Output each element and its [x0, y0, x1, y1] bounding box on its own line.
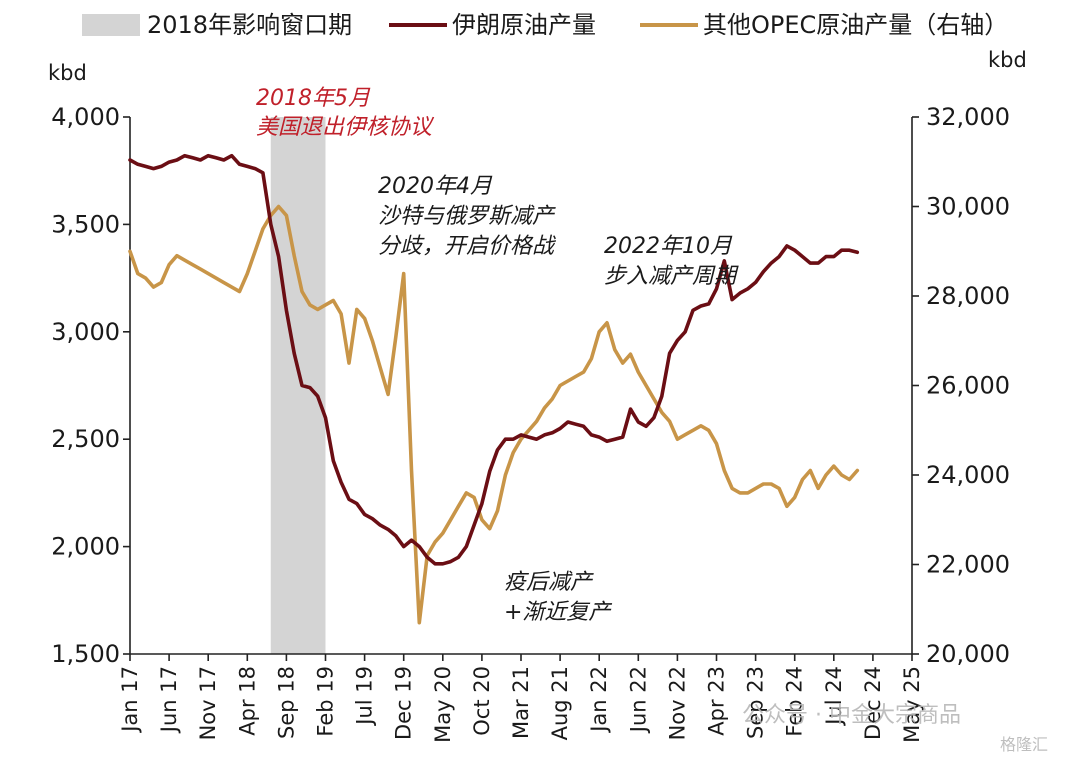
x-tick-label: Jan 22: [587, 666, 611, 734]
right-axis-unit: kbd: [988, 48, 1027, 72]
annotation-pandemic-line1: 疫后减产: [504, 570, 594, 595]
x-tick-label: Mar 21: [509, 666, 533, 739]
x-tick-label: Jan 17: [118, 666, 142, 734]
watermark-text-account: 公众号 · 中金大宗商品: [742, 703, 961, 728]
x-tick-label: May 25: [900, 666, 924, 743]
window-band-layer: [270, 117, 326, 654]
x-tick-label: May 20: [431, 666, 455, 743]
annotation-cut-cycle-line1: 2022年10月: [604, 234, 733, 259]
annotation-price-war-line1: 2020年4月: [378, 174, 493, 199]
x-tick-label: Jun 17: [157, 666, 181, 734]
x-tick-label: Sep 18: [274, 666, 298, 739]
left-tick-label: 3,500: [51, 210, 120, 238]
right-tick-label: 32,000: [926, 103, 1010, 131]
watermark-text-brand: 格隆汇: [1000, 735, 1048, 754]
x-tick-label: Feb 19: [314, 666, 338, 737]
legend-band-label: 2018年影响窗口期: [147, 11, 352, 39]
x-tick-label: Sep 23: [744, 666, 768, 739]
legend: 2018年影响窗口期 伊朗原油产量 其他OPEC原油产量（右轴）: [82, 11, 1008, 39]
x-tick-label: Feb 24: [783, 666, 807, 737]
x-tick-label: Jul 24: [822, 666, 846, 727]
left-tick-label: 2,000: [51, 533, 120, 561]
left-tick-label: 2,500: [51, 425, 120, 453]
x-tick-label: Aug 21: [548, 666, 572, 740]
right-tick-label: 30,000: [926, 193, 1010, 221]
left-tick-label: 1,500: [51, 640, 120, 668]
annotation-pandemic-line2: +渐近复产: [504, 600, 612, 625]
x-tick-label: Dec 19: [392, 666, 416, 740]
window-band: [270, 117, 326, 654]
x-tick-label: Apr 18: [235, 666, 259, 736]
x-tick-label: Jun 22: [626, 666, 650, 734]
series-layer: [128, 153, 860, 625]
x-tick-label: Nov 17: [196, 666, 220, 740]
watermark: 公众号 · 中金大宗商品 格隆汇: [742, 703, 1048, 754]
annotation-us-exit-line2: 美国退出伊核协议: [256, 115, 435, 140]
annotation-price-war: 2020年4月 沙特与俄罗斯减产 分歧，开启价格战: [378, 174, 557, 259]
x-tick-label: Apr 23: [705, 666, 729, 736]
annotation-cut-cycle-line2: 步入减产周期: [604, 264, 739, 289]
annotation-pandemic: 疫后减产 +渐近复产: [504, 570, 612, 625]
right-tick-label: 28,000: [926, 282, 1010, 310]
right-tick-label: 24,000: [926, 461, 1010, 489]
right-tick-label: 20,000: [926, 640, 1010, 668]
legend-opec-label: 其他OPEC原油产量（右轴）: [703, 11, 1008, 39]
right-tick-label: 22,000: [926, 551, 1010, 579]
annotation-cut-cycle: 2022年10月 步入减产周期: [604, 234, 739, 289]
left-tick-label: 4,000: [51, 103, 120, 131]
x-tick-label: Oct 20: [470, 666, 494, 736]
x-tick-label: Nov 22: [665, 666, 689, 740]
iran-production-line: [128, 153, 860, 566]
left-axis-unit: kbd: [48, 61, 87, 85]
right-tick-label: 26,000: [926, 372, 1010, 400]
left-tick-label: 3,000: [51, 318, 120, 346]
legend-band-swatch: [82, 14, 140, 36]
annotation-us-exit-line1: 2018年5月: [256, 86, 371, 111]
x-tick-label: Jul 19: [353, 666, 377, 727]
annotation-us-exit: 2018年5月 美国退出伊核协议: [256, 86, 435, 140]
x-tick-label: Dec 24: [861, 666, 885, 740]
annotation-price-war-line2: 沙特与俄罗斯减产: [378, 204, 556, 229]
legend-iran-label: 伊朗原油产量: [452, 11, 596, 39]
other-opec-production-line: [128, 204, 860, 625]
annotation-price-war-line3: 分歧，开启价格战: [378, 234, 557, 259]
axes: 1,500 2,000 2,500 3,000 3,500 4,000 20,000 22,0…: [51, 103, 1010, 743]
